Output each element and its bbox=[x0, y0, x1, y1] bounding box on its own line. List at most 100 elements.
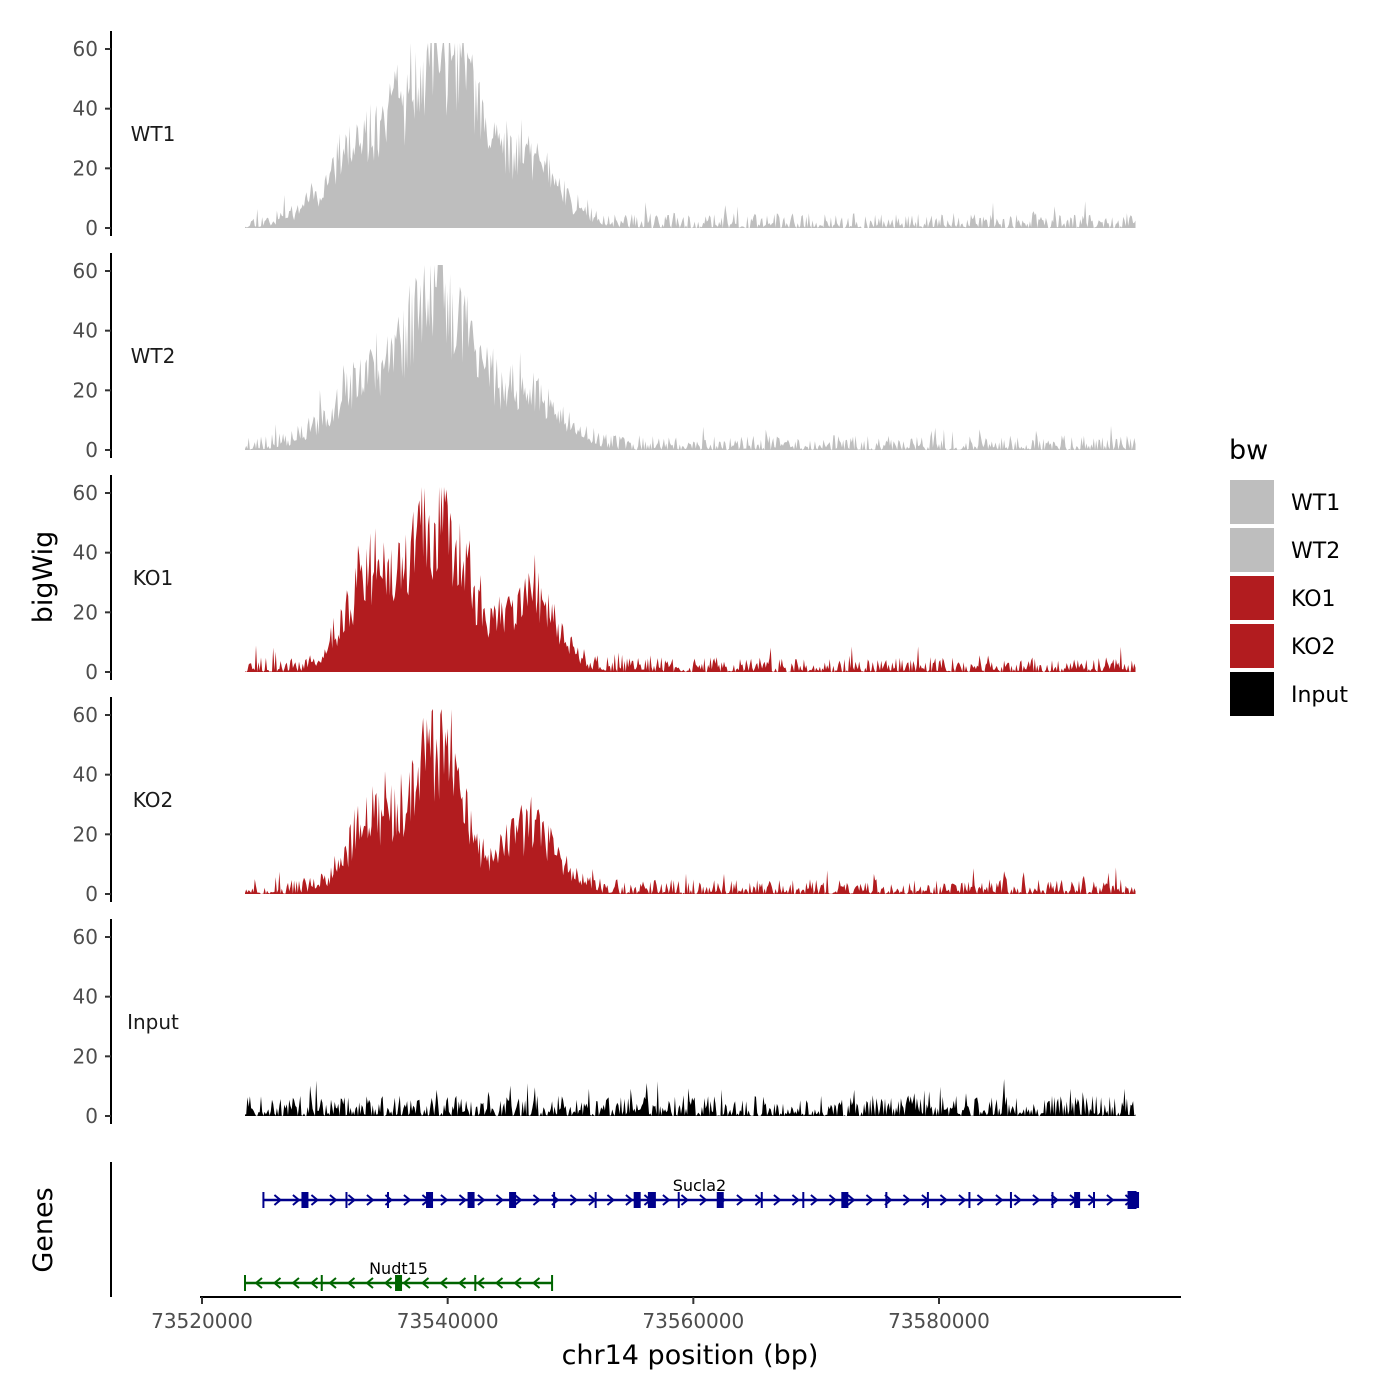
y-tick-label: 20 bbox=[73, 156, 98, 180]
track-panel-input: 0 20 40 60 Input bbox=[73, 919, 1136, 1128]
strand-arrow bbox=[494, 1277, 504, 1289]
y-tick-label: 0 bbox=[85, 660, 98, 684]
strand-arrow bbox=[1013, 1194, 1022, 1206]
legend-key-wt1 bbox=[1230, 480, 1274, 524]
exon bbox=[262, 1192, 265, 1208]
y-tick-label: 40 bbox=[73, 763, 98, 787]
x-tick-label: 73540000 bbox=[397, 1309, 499, 1333]
exon bbox=[320, 1275, 323, 1291]
exon bbox=[551, 1275, 554, 1291]
exon bbox=[926, 1192, 929, 1208]
strand-arrow bbox=[662, 1194, 671, 1206]
strand-arrow bbox=[531, 1277, 541, 1289]
strand-arrow bbox=[291, 1277, 300, 1289]
exon bbox=[968, 1192, 971, 1208]
track-panel-ko1: 0 20 40 60 KO1 bbox=[73, 475, 1136, 684]
y-tick-label: 0 bbox=[85, 882, 98, 906]
gene-nudt15: Nudt15 bbox=[243, 1259, 554, 1291]
strand-arrow bbox=[939, 1194, 948, 1206]
genes-axis-title: Genes bbox=[28, 1187, 59, 1272]
strand-arrow bbox=[273, 1194, 282, 1206]
exon bbox=[760, 1192, 763, 1208]
strand-arrow bbox=[514, 1194, 523, 1206]
exon bbox=[387, 1192, 390, 1208]
legend-title: bw bbox=[1229, 435, 1268, 466]
strand-arrow bbox=[847, 1194, 856, 1206]
strand-arrow bbox=[810, 1194, 819, 1206]
track-label-wt2: WT2 bbox=[131, 344, 176, 368]
exon bbox=[841, 1192, 849, 1208]
exon bbox=[633, 1192, 641, 1208]
y-tick-label: 60 bbox=[73, 703, 98, 727]
exon bbox=[1074, 1192, 1081, 1208]
strand-arrow bbox=[477, 1194, 486, 1206]
legend-label-wt2: WT2 bbox=[1291, 539, 1340, 564]
strand-arrow bbox=[699, 1194, 708, 1206]
track-label-input: Input bbox=[127, 1010, 179, 1034]
y-tick-label: 40 bbox=[73, 97, 98, 121]
legend-key-ko1 bbox=[1230, 576, 1274, 620]
strand-arrow bbox=[328, 1277, 337, 1289]
legend-label-ko2: KO2 bbox=[1291, 635, 1336, 660]
exon bbox=[1051, 1192, 1054, 1208]
strand-arrow bbox=[457, 1277, 467, 1289]
track-label-wt1: WT1 bbox=[131, 122, 176, 146]
strand-arrow bbox=[439, 1277, 448, 1289]
track-label-ko1: KO1 bbox=[133, 566, 174, 590]
strand-arrow bbox=[402, 1277, 411, 1289]
exon bbox=[1009, 1192, 1012, 1208]
exon bbox=[243, 1275, 246, 1291]
strand-arrow bbox=[346, 1277, 356, 1289]
strand-arrow bbox=[736, 1194, 745, 1206]
strand-arrow bbox=[476, 1277, 485, 1289]
strand-arrow bbox=[272, 1277, 282, 1289]
strand-arrow bbox=[1032, 1194, 1041, 1206]
exon bbox=[395, 1275, 403, 1291]
exon bbox=[474, 1275, 477, 1291]
y-tick-label: 0 bbox=[85, 216, 98, 240]
strand-arrow bbox=[347, 1194, 356, 1206]
y-tick-label: 60 bbox=[73, 481, 98, 505]
y-tick-label: 60 bbox=[73, 925, 98, 949]
coverage-area-input bbox=[245, 1079, 1136, 1116]
track-label-ko2: KO2 bbox=[133, 788, 174, 812]
exon bbox=[1093, 1192, 1096, 1208]
y-tick-label: 20 bbox=[73, 600, 98, 624]
track-panel-wt1: 0 20 40 60 WT1 bbox=[73, 31, 1136, 240]
strand-arrow bbox=[606, 1194, 615, 1206]
exon bbox=[301, 1192, 309, 1208]
strand-arrow bbox=[569, 1194, 578, 1206]
gene-sucla2: Sucla2 bbox=[262, 1176, 1140, 1209]
x-tick-label: 73580000 bbox=[888, 1309, 990, 1333]
strand-arrow bbox=[309, 1277, 319, 1289]
legend-label-input: Input bbox=[1291, 683, 1348, 708]
strand-arrow bbox=[495, 1194, 504, 1206]
exon bbox=[677, 1192, 680, 1208]
strand-arrow bbox=[625, 1194, 634, 1206]
strand-arrow bbox=[902, 1194, 911, 1206]
y-tick-label: 20 bbox=[73, 378, 98, 402]
exon bbox=[553, 1192, 556, 1208]
legend-label-wt1: WT1 bbox=[1291, 491, 1340, 516]
strand-arrow bbox=[958, 1194, 967, 1206]
y-tick-label: 60 bbox=[73, 37, 98, 61]
strand-arrow bbox=[310, 1194, 319, 1206]
strand-arrow bbox=[440, 1194, 449, 1206]
coverage-area-ko2 bbox=[245, 709, 1136, 894]
y-tick-label: 40 bbox=[73, 541, 98, 565]
legend-key-ko2 bbox=[1230, 624, 1274, 668]
exon bbox=[716, 1192, 724, 1208]
x-axis: 73520000 73540000 73560000 73580000 bbox=[151, 1296, 1181, 1333]
exon bbox=[885, 1192, 888, 1208]
gene-label-nudt15: Nudt15 bbox=[369, 1259, 428, 1278]
exon bbox=[1127, 1191, 1137, 1209]
y-tick-label: 60 bbox=[73, 259, 98, 283]
coverage-area-wt2 bbox=[245, 265, 1136, 450]
y-tick-label: 40 bbox=[73, 985, 98, 1009]
exon bbox=[426, 1192, 434, 1208]
strand-arrow bbox=[865, 1194, 874, 1206]
genes-panel: Sucla2 Nudt15 bbox=[110, 1162, 1140, 1297]
strand-arrow bbox=[366, 1194, 375, 1206]
strand-arrow bbox=[532, 1194, 541, 1206]
strand-arrow bbox=[1106, 1194, 1115, 1206]
